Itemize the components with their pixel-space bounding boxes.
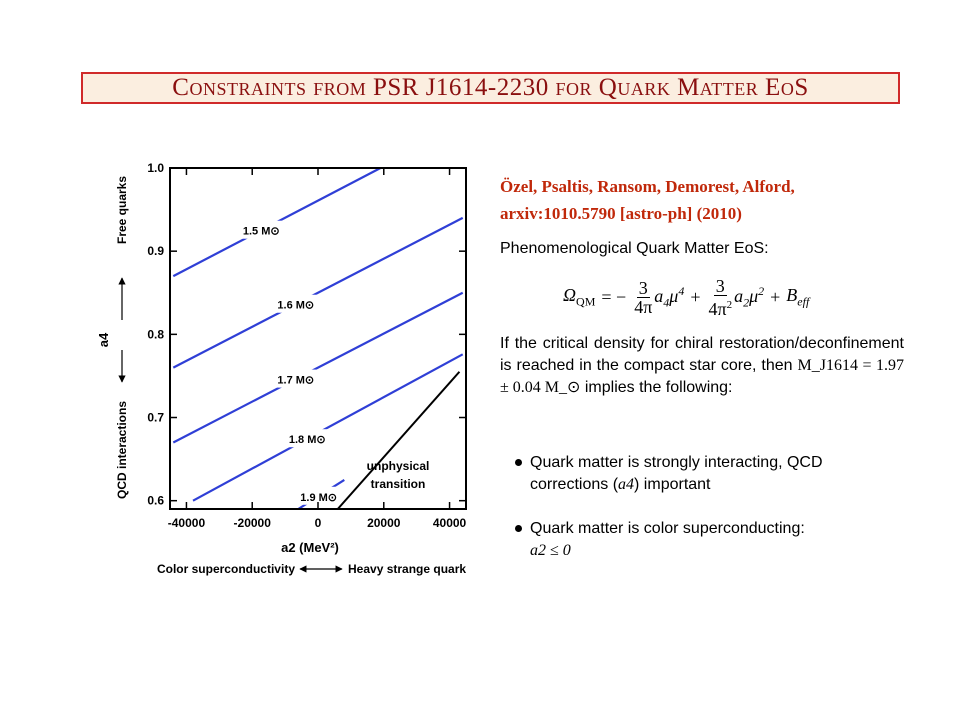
mass-line-2	[172, 216, 464, 369]
y-tick-label: 0.7	[147, 411, 164, 425]
eos-heading: Phenomenological Quark Matter EoS:	[500, 240, 769, 257]
x-axis-label: a2 (MeV²)	[281, 540, 339, 555]
y-side-label-top: Free quarks	[115, 176, 129, 244]
plot-frame	[169, 167, 467, 510]
paragraph-text-2: implies the following:	[584, 379, 733, 396]
mass-label-bg	[267, 294, 324, 313]
x-tick-label: 20000	[367, 516, 401, 530]
x-tick-label: -40000	[168, 516, 206, 530]
y-tick-label: 0.6	[147, 494, 164, 508]
mass-label-3: 1.7 M⊙	[277, 375, 314, 387]
x-tick-label: 40000	[433, 516, 467, 530]
x-side-label-left: Color superconductivity	[157, 562, 295, 576]
mass-label-bg	[267, 369, 324, 388]
mass-line-3	[172, 291, 464, 444]
mass-label-5: 1.9 M⊙	[300, 492, 337, 504]
reference-authors: Özel, Psaltis, Ransom, Demorest, Alford,	[500, 177, 795, 196]
paragraph-math: M_J1614 = 1.97 ± 0.04 M_⊙	[500, 357, 904, 396]
x-tick-label: 0	[315, 516, 322, 530]
bullet-item-1: Quark matter is strongly interacting, QC…	[515, 452, 904, 496]
y-tick-label: 0.9	[147, 244, 164, 258]
mass-label-2: 1.6 M⊙	[277, 300, 314, 312]
bullet1-text-1: Quark matter is strongly interacting, QC…	[530, 454, 823, 493]
x-tick-label: -20000	[234, 516, 272, 530]
bullet1-math: a4	[618, 476, 635, 493]
y-axis-label: a4	[96, 332, 111, 347]
mass-label-bg	[279, 429, 336, 448]
x-side-label-right: Heavy strange quark	[348, 562, 466, 576]
bullet-item-2: Quark matter is color superconducting: a…	[515, 518, 904, 562]
paragraph-text-1: If the critical density for chiral resto…	[500, 335, 904, 374]
bullet1-text-2: ) important	[634, 476, 711, 493]
mass-line-4	[192, 353, 464, 502]
transition-boundary-line	[336, 371, 461, 510]
mass-label-bg	[233, 220, 290, 239]
mass-label-1: 1.5 M⊙	[243, 226, 280, 238]
title-banner: Constraints from PSR J1614-2230 for Quar…	[81, 72, 900, 104]
bullet2-text: Quark matter is color superconducting:	[530, 520, 805, 537]
bullet2-math: a2 ≤ 0	[530, 542, 571, 559]
annotation-unphysical: unphysical	[367, 459, 430, 473]
y-tick-label: 0.8	[147, 327, 164, 341]
y-side-label-bottom: QCD interactions	[115, 401, 129, 499]
bullet-dot-icon	[515, 459, 522, 466]
eos-formula: ΩQM = − 3 4π a4μ4 + 3 4π2 a2μ2 + Beff	[563, 276, 810, 319]
eos-constraint-chart: 1.5 M⊙ 1.6 M⊙ 1.7 M⊙ 1.8 M⊙ 1.9 M⊙ -40000 -20…	[96, 161, 467, 576]
annotation-transition: transition	[371, 477, 426, 491]
main-paragraph: If the critical density for chiral resto…	[500, 333, 904, 399]
mass-label-bg	[290, 486, 347, 505]
bullet-dot-icon	[515, 525, 522, 532]
y-tick-label: 1.0	[147, 161, 164, 175]
mass-label-4: 1.8 M⊙	[289, 434, 326, 446]
reference-arxiv: arxiv:1010.5790 [astro-ph] (2010)	[500, 204, 742, 223]
slide-title: Constraints from PSR J1614-2230 for Quar…	[172, 74, 809, 101]
